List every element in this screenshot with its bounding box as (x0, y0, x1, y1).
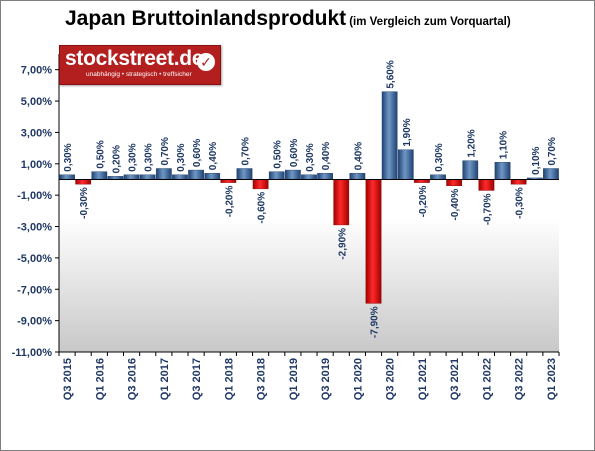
bar (268, 171, 285, 180)
plot-area (59, 54, 559, 352)
bar (139, 174, 156, 180)
y-tick-label: 1,00% (21, 159, 52, 171)
x-tick-label: Q3 2020 (385, 358, 397, 400)
bar (446, 179, 463, 186)
value-label: 0,60% (192, 139, 203, 167)
value-label: 0,30% (434, 143, 445, 171)
y-axis: 7,00% 5,00% 3,00% 1,00% -1,00% -3,00% -5,00% -7… (12, 54, 60, 359)
value-label: -0,60% (257, 192, 268, 224)
value-label: 0,30% (144, 143, 155, 171)
bar (59, 174, 75, 180)
bar (397, 149, 414, 180)
value-label: 0,70% (160, 137, 171, 165)
value-label: 0,70% (240, 137, 251, 165)
value-label: 0,40% (321, 142, 332, 170)
value-label: 5,60% (386, 60, 397, 88)
value-label: 0,30% (128, 143, 139, 171)
value-label: -0,30% (515, 187, 526, 219)
bar (365, 179, 382, 304)
y-tick-label: -3,00% (17, 222, 52, 234)
x-tick-label: Q3 2019 (320, 358, 332, 400)
x-tick-label: Q3 2022 (514, 358, 526, 400)
value-label: 0,10% (531, 146, 542, 174)
value-label: 0,30% (63, 143, 74, 171)
bar (478, 179, 495, 191)
stockstreet-logo: stockstreet.de unabhängig • strategisch … (59, 45, 221, 85)
value-label: 0,60% (289, 139, 300, 167)
bar (91, 171, 108, 180)
x-tick-label: Q1 2019 (288, 358, 300, 400)
bar (317, 172, 333, 180)
value-label: 0,50% (273, 140, 284, 168)
value-label: 0,70% (547, 137, 558, 165)
logo-tagline: unabhängig • strategisch • treffsicher (86, 71, 192, 78)
chart-title: Japan Bruttoinlandsprodukt (im Vergleich … (65, 7, 511, 31)
bar (349, 172, 366, 180)
bar (172, 174, 188, 180)
x-tick-label: Q1 2018 (223, 358, 235, 400)
value-label: 0,30% (176, 143, 187, 171)
value-label: -0,30% (79, 187, 90, 219)
value-labels-group: 0,30% -0,30% 0,50% 0,20% 0,30% 0,30% 0,70% 0,30… (63, 60, 558, 338)
x-tick-label: Q3 2015 (62, 358, 74, 400)
bars-group (59, 91, 559, 304)
subtitle-text: (im Vergleich zum Vorquartal) (349, 16, 511, 28)
x-tick-label: Q1 2021 (417, 358, 429, 400)
y-tick-label: -11,00% (12, 347, 53, 359)
value-label: 0,40% (208, 142, 219, 170)
y-tick-label: 3,00% (21, 127, 52, 139)
title-text: Japan Bruttoinlandsprodukt (65, 7, 347, 30)
value-label: 0,30% (305, 143, 316, 171)
bar (494, 162, 511, 180)
y-tick-label: 5,00% (21, 96, 52, 108)
y-tick-label: -1,00% (17, 190, 52, 202)
value-label: -0,20% (418, 186, 429, 218)
value-label: -0,40% (450, 189, 461, 221)
logo-brand: stockstreet.de (65, 47, 204, 70)
x-tick-label: Q1 2017 (159, 358, 171, 400)
y-tick-label: -9,00% (17, 316, 52, 328)
x-axis: Q3 2015 Q1 2016 Q3 2016 Q1 2017 Q3 2017 Q1 20… (58, 178, 560, 400)
x-tick-label: Q1 2016 (94, 358, 106, 400)
bar (301, 174, 317, 180)
value-label: 0,40% (353, 142, 364, 170)
bar (381, 91, 398, 180)
bar (204, 172, 221, 180)
x-tick-label: Q1 2022 (481, 358, 493, 400)
value-label: -0,20% (224, 186, 235, 218)
bar (75, 179, 92, 185)
bar (510, 179, 527, 185)
bar (462, 160, 479, 180)
y-tick-label: 7,00% (21, 65, 52, 77)
bar (188, 169, 204, 180)
bar (236, 168, 253, 180)
x-tick-label: Q3 2018 (256, 358, 268, 400)
x-tick-label: Q3 2017 (191, 358, 203, 400)
y-tick-label: -5,00% (17, 253, 52, 265)
bar (285, 169, 301, 180)
value-label: -0,70% (482, 193, 493, 225)
bar (543, 168, 559, 180)
y-tick-label: -7,00% (17, 284, 52, 296)
value-label: 1,10% (499, 131, 510, 159)
value-label: 0,20% (111, 145, 122, 173)
x-tick-label: Q1 2020 (352, 358, 364, 400)
value-label: 0,50% (95, 140, 106, 168)
value-label: 1,20% (466, 129, 477, 157)
bar (155, 168, 172, 180)
bar (252, 179, 269, 190)
bar (333, 179, 350, 226)
value-label: -7,90% (370, 306, 381, 338)
check-circle-icon: ✓ (197, 53, 215, 71)
x-tick-label: Q3 2016 (127, 358, 139, 400)
value-label: -2,90% (337, 228, 348, 260)
bar (123, 174, 140, 180)
value-label: 1,90% (402, 118, 413, 146)
x-tick-label: Q1 2023 (546, 358, 558, 400)
x-tick-label: Q3 2021 (449, 358, 461, 400)
bar (430, 174, 446, 180)
